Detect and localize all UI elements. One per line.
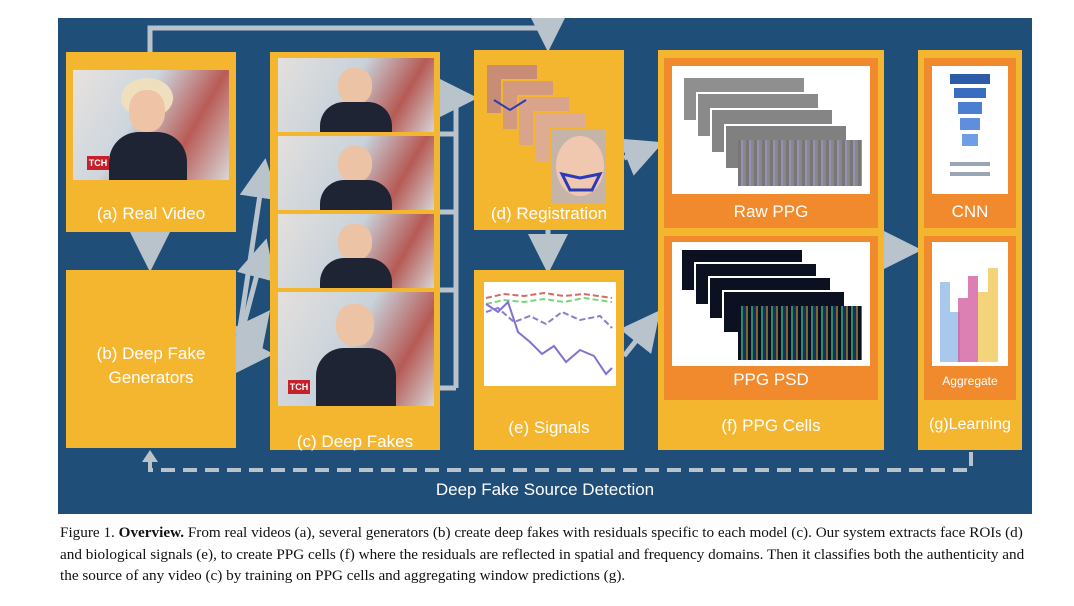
deep-fake-frame-1: [278, 58, 434, 132]
torso-shape: [320, 180, 392, 210]
face-shape: [338, 224, 372, 260]
ppg-psd-section: PPG PSD: [664, 236, 878, 400]
torso-shape: [316, 348, 396, 406]
real-video-label: (a) Real Video: [96, 204, 206, 223]
cnn-layer: [950, 74, 990, 84]
raw-ppg-image: [672, 66, 870, 194]
cnn-layer: [958, 102, 982, 114]
generators-label: (b) Deep Fake Generators: [96, 344, 206, 387]
raw-ppg-section: Raw PPG: [664, 58, 878, 228]
deep-fake-frame-3: [278, 214, 434, 288]
cnn-label: CNN: [951, 202, 989, 221]
registration-face-stack: [485, 63, 607, 205]
cnn-layer: [962, 134, 978, 146]
panel-ppg-cells: Raw PPG PPG PSD (f) PPG Cells: [658, 50, 884, 450]
signals-label: (e) Signals: [508, 418, 590, 437]
caption-text: From real videos (a), several generators…: [60, 524, 1025, 584]
face-shape: [336, 304, 374, 346]
cnn-layer: [960, 118, 980, 130]
real-video-frame: TCH: [73, 70, 229, 180]
face-shape: [338, 146, 372, 182]
flow-arrows: [130, 18, 973, 472]
cnn-layer: [954, 88, 986, 98]
raw-ppg-label: Raw PPG: [733, 202, 809, 221]
panel-registration: (d) Registration: [474, 50, 624, 230]
deep-fake-frame-4: TCH: [278, 292, 434, 406]
ppg-cells-label: (f) PPG Cells: [721, 416, 821, 435]
cnn-section: CNN: [924, 58, 1016, 228]
face-shape: [338, 68, 372, 104]
panel-real-video: TCH (a) Real Video: [66, 52, 236, 232]
tv-logo: TCH: [87, 156, 109, 170]
panel-generators: (b) Deep Fake Generators: [66, 270, 236, 448]
torso-shape: [320, 258, 392, 288]
learning-label: (g)Learning: [929, 416, 1011, 433]
deep-fake-frame-2: [278, 136, 434, 210]
registration-label: (d) Registration: [490, 204, 608, 223]
caption-title: Overview.: [118, 524, 185, 541]
torso-shape: [109, 132, 187, 180]
panel-deep-fakes: TCH (c) Deep Fakes: [270, 52, 440, 451]
tv-logo: TCH: [288, 380, 310, 394]
cnn-diagram: [932, 66, 1008, 194]
cnn-layer: [950, 162, 990, 166]
ppg-psd-image: [672, 242, 870, 366]
panel-learning: CNN Aggregate (g)Learning: [918, 50, 1022, 450]
source-detection-label: Deep Fake Source Detection: [435, 480, 655, 499]
psd-cell: [738, 306, 862, 360]
signals-plot: [484, 282, 616, 386]
aggregate-label: Aggregate: [942, 374, 998, 388]
figure-caption: Figure 1. Overview. From real videos (a)…: [60, 522, 1040, 587]
torso-shape: [320, 102, 392, 132]
histogram-bars: [940, 268, 998, 362]
overview-figure: TCH (a) Real Video (b) Deep Fake Generat…: [58, 18, 1032, 514]
caption-prefix: Figure 1.: [60, 524, 119, 541]
cnn-layer: [950, 172, 990, 176]
deep-fakes-label: (c) Deep Fakes: [296, 432, 414, 451]
raw-ppg-cell: [738, 140, 862, 186]
panel-signals: (e) Signals: [474, 270, 624, 450]
aggregate-section: Aggregate: [924, 236, 1016, 400]
ppg-psd-label: PPG PSD: [733, 370, 809, 389]
face-shape: [129, 90, 165, 132]
aggregate-histogram: [932, 242, 1008, 366]
signals-lines: [485, 291, 613, 376]
